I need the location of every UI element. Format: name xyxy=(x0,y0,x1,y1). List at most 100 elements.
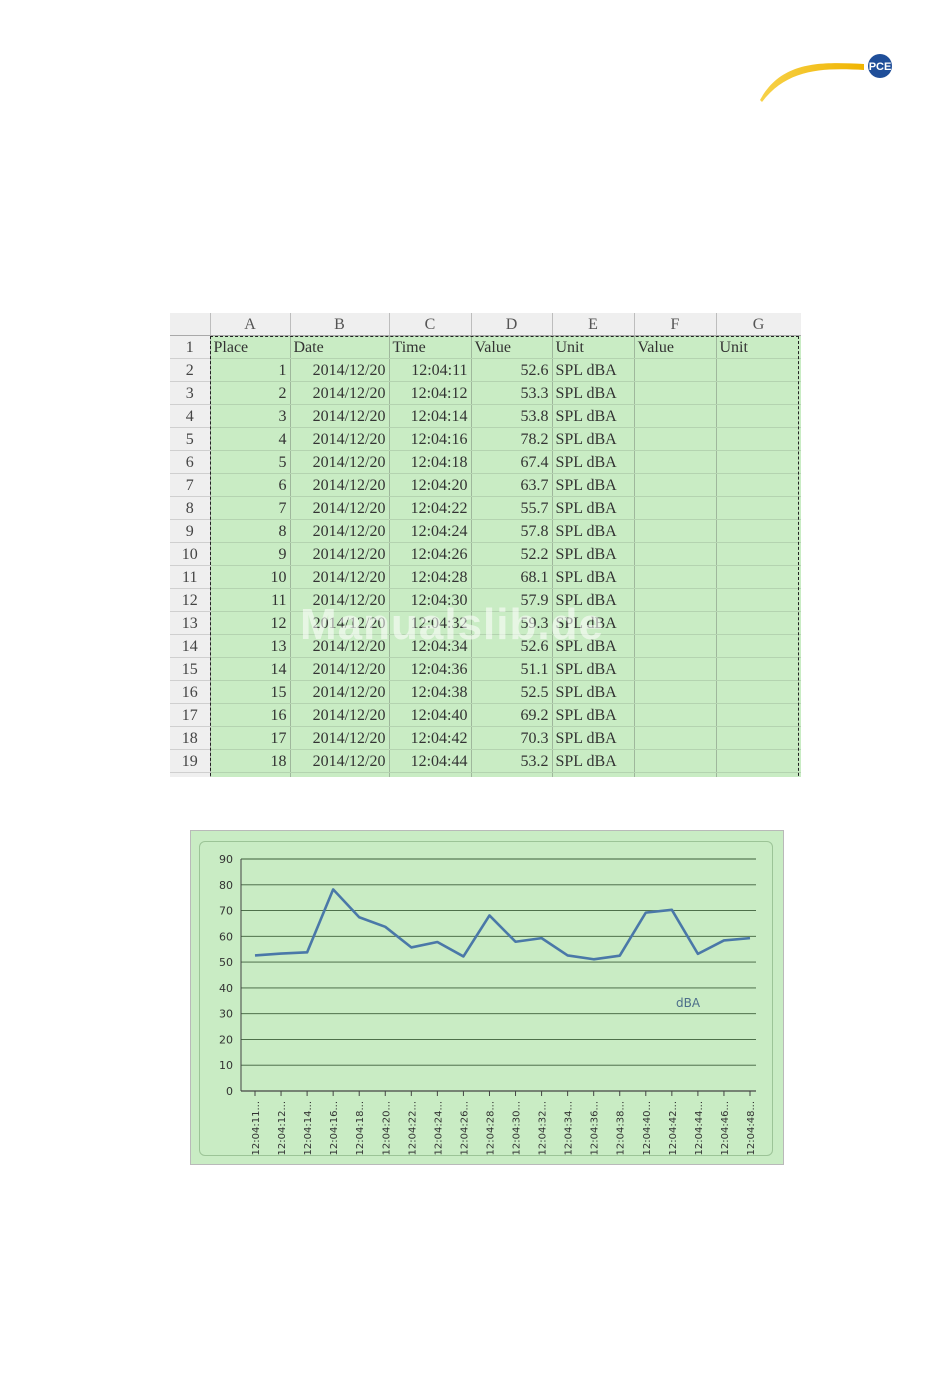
cell-empty[interactable] xyxy=(716,634,801,658)
cell-unit[interactable]: SPL dBA xyxy=(552,565,635,589)
cell-unit[interactable]: SPL dBA xyxy=(552,634,635,658)
cell-date[interactable]: 2014/12/20 xyxy=(290,381,390,405)
cell-unit[interactable]: SPL dBA xyxy=(552,703,635,727)
row-header[interactable]: 4 xyxy=(170,404,211,428)
cell-unit[interactable]: SPL dBA xyxy=(552,381,635,405)
cell-date[interactable]: 2014/12/20 xyxy=(290,726,390,750)
cell-empty[interactable] xyxy=(634,565,717,589)
cell-date[interactable]: 2014/12/20 xyxy=(290,358,390,382)
cell-empty[interactable] xyxy=(634,519,717,543)
column-header-a[interactable]: A xyxy=(210,313,291,336)
column-header-g[interactable]: G xyxy=(716,313,801,336)
cell-unit[interactable]: SPL dBA xyxy=(552,450,635,474)
cell-time[interactable]: 12:04:26 xyxy=(389,542,472,566)
cell-empty[interactable] xyxy=(716,772,801,777)
cell-value[interactable]: 52.6 xyxy=(471,358,553,382)
cell-value[interactable]: 57.8 xyxy=(471,519,553,543)
row-header[interactable]: 5 xyxy=(170,427,211,451)
cell-time[interactable]: 12:04:46 xyxy=(389,772,472,777)
cell-time[interactable]: 12:04:34 xyxy=(389,634,472,658)
row-header[interactable]: 19 xyxy=(170,749,211,773)
cell-time[interactable]: 12:04:12 xyxy=(389,381,472,405)
cell-place[interactable]: 9 xyxy=(210,542,291,566)
cell-empty[interactable] xyxy=(634,634,717,658)
cell-time[interactable]: 12:04:11 xyxy=(389,358,472,382)
cell-empty[interactable] xyxy=(716,680,801,704)
cell-place[interactable]: 7 xyxy=(210,496,291,520)
cell-place[interactable]: 19 xyxy=(210,772,291,777)
cell-unit[interactable]: SPL dBA xyxy=(552,473,635,497)
cell-value[interactable]: 63.7 xyxy=(471,473,553,497)
cell-unit[interactable]: SPL dBA xyxy=(552,358,635,382)
cell-unit[interactable]: SPL dBA xyxy=(552,404,635,428)
cell-value[interactable]: 59.3 xyxy=(471,611,553,635)
cell-value[interactable]: 52.5 xyxy=(471,680,553,704)
cell[interactable]: Time xyxy=(389,335,472,359)
cell-value[interactable]: 70.3 xyxy=(471,726,553,750)
cell-date[interactable]: 2014/12/20 xyxy=(290,657,390,681)
cell-empty[interactable] xyxy=(634,473,717,497)
cell-unit[interactable]: SPL dBA xyxy=(552,427,635,451)
cell-time[interactable]: 12:04:28 xyxy=(389,565,472,589)
cell-place[interactable]: 14 xyxy=(210,657,291,681)
column-header-c[interactable]: C xyxy=(389,313,472,336)
cell-empty[interactable] xyxy=(634,611,717,635)
cell-empty[interactable] xyxy=(716,657,801,681)
cell-date[interactable]: 2014/12/20 xyxy=(290,611,390,635)
row-header[interactable]: 3 xyxy=(170,381,211,405)
cell-value[interactable]: 53.2 xyxy=(471,749,553,773)
cell-empty[interactable] xyxy=(716,565,801,589)
cell-place[interactable]: 10 xyxy=(210,565,291,589)
cell-time[interactable]: 12:04:14 xyxy=(389,404,472,428)
cell-empty[interactable] xyxy=(716,473,801,497)
cell-time[interactable]: 12:04:38 xyxy=(389,680,472,704)
cell[interactable]: Place xyxy=(210,335,291,359)
cell-value[interactable]: 55.7 xyxy=(471,496,553,520)
cell-value[interactable]: 53.8 xyxy=(471,404,553,428)
cell-value[interactable]: 52.2 xyxy=(471,542,553,566)
row-header[interactable]: 17 xyxy=(170,703,211,727)
cell-place[interactable]: 11 xyxy=(210,588,291,612)
cell-date[interactable]: 2014/12/20 xyxy=(290,588,390,612)
cell-place[interactable]: 5 xyxy=(210,450,291,474)
cell-empty[interactable] xyxy=(716,450,801,474)
row-header[interactable]: 7 xyxy=(170,473,211,497)
cell-unit[interactable]: SPL dBA xyxy=(552,496,635,520)
row-header[interactable]: 13 xyxy=(170,611,211,635)
cell-date[interactable]: 2014/12/20 xyxy=(290,749,390,773)
cell-time[interactable]: 12:04:32 xyxy=(389,611,472,635)
row-header[interactable]: 14 xyxy=(170,634,211,658)
cell-date[interactable]: 2014/12/20 xyxy=(290,427,390,451)
cell-empty[interactable] xyxy=(716,749,801,773)
cell-value[interactable]: 69.2 xyxy=(471,703,553,727)
select-all-corner[interactable] xyxy=(170,313,211,336)
cell-value[interactable]: 57.9 xyxy=(471,588,553,612)
cell-value[interactable]: 51.1 xyxy=(471,657,553,681)
cell-place[interactable]: 12 xyxy=(210,611,291,635)
cell-time[interactable]: 12:04:40 xyxy=(389,703,472,727)
cell-value[interactable]: 52.6 xyxy=(471,634,553,658)
cell-empty[interactable] xyxy=(634,588,717,612)
cell-date[interactable]: 2014/12/20 xyxy=(290,680,390,704)
cell-date[interactable]: 2014/12/20 xyxy=(290,634,390,658)
cell[interactable]: Value xyxy=(471,335,553,359)
cell-place[interactable]: 16 xyxy=(210,703,291,727)
cell-time[interactable]: 12:04:24 xyxy=(389,519,472,543)
cell-date[interactable]: 2014/12/20 xyxy=(290,542,390,566)
cell-empty[interactable] xyxy=(716,726,801,750)
cell[interactable]: Unit xyxy=(716,335,801,359)
row-header[interactable]: 9 xyxy=(170,519,211,543)
cell-time[interactable]: 12:04:20 xyxy=(389,473,472,497)
column-header-f[interactable]: F xyxy=(634,313,717,336)
cell-value[interactable]: 67.4 xyxy=(471,450,553,474)
cell-time[interactable]: 12:04:42 xyxy=(389,726,472,750)
cell-value[interactable]: 58.4 xyxy=(471,772,553,777)
cell-empty[interactable] xyxy=(634,772,717,777)
row-header[interactable]: 8 xyxy=(170,496,211,520)
column-header-b[interactable]: B xyxy=(290,313,390,336)
column-header-d[interactable]: D xyxy=(471,313,553,336)
cell-time[interactable]: 12:04:22 xyxy=(389,496,472,520)
cell-place[interactable]: 18 xyxy=(210,749,291,773)
cell-unit[interactable]: SPL dBA xyxy=(552,726,635,750)
cell-empty[interactable] xyxy=(634,657,717,681)
